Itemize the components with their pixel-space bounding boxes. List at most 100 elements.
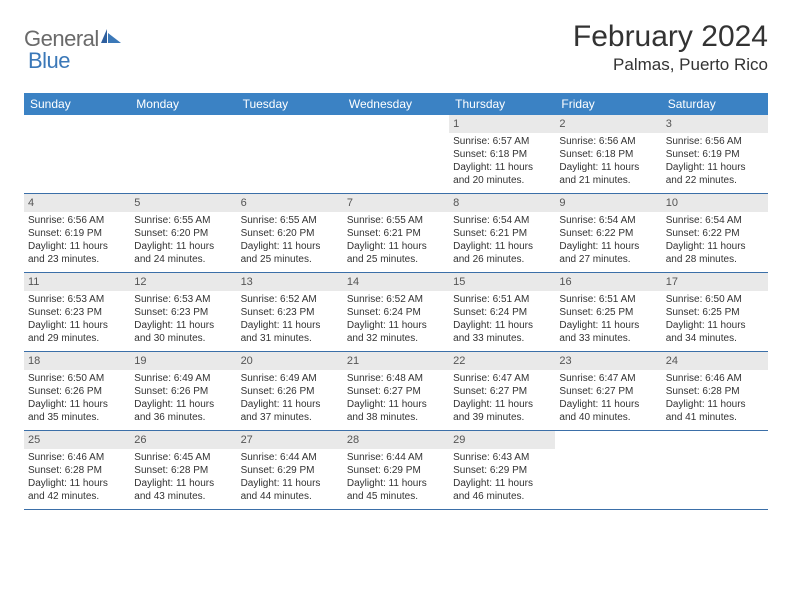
day-details: Sunrise: 6:43 AMSunset: 6:29 PMDaylight:… xyxy=(449,449,555,507)
day-details: Sunrise: 6:53 AMSunset: 6:23 PMDaylight:… xyxy=(130,291,236,349)
calendar-cell: 2Sunrise: 6:56 AMSunset: 6:18 PMDaylight… xyxy=(555,115,661,193)
month-title: February 2024 xyxy=(573,20,768,53)
day-details: Sunrise: 6:53 AMSunset: 6:23 PMDaylight:… xyxy=(24,291,130,349)
day-number: 23 xyxy=(555,352,661,370)
day-number: 29 xyxy=(449,431,555,449)
day-header: Sunday xyxy=(24,93,130,115)
day-details: Sunrise: 6:50 AMSunset: 6:26 PMDaylight:… xyxy=(24,370,130,428)
day-header: Friday xyxy=(555,93,661,115)
day-details: Sunrise: 6:49 AMSunset: 6:26 PMDaylight:… xyxy=(130,370,236,428)
calendar-cell: 27Sunrise: 6:44 AMSunset: 6:29 PMDayligh… xyxy=(237,431,343,509)
day-number xyxy=(555,431,661,449)
week-row: 25Sunrise: 6:46 AMSunset: 6:28 PMDayligh… xyxy=(24,431,768,510)
day-header: Wednesday xyxy=(343,93,449,115)
calendar-cell: 12Sunrise: 6:53 AMSunset: 6:23 PMDayligh… xyxy=(130,273,236,351)
location: Palmas, Puerto Rico xyxy=(573,55,768,75)
day-details: Sunrise: 6:47 AMSunset: 6:27 PMDaylight:… xyxy=(555,370,661,428)
day-header: Monday xyxy=(130,93,236,115)
day-details: Sunrise: 6:55 AMSunset: 6:20 PMDaylight:… xyxy=(237,212,343,270)
day-number: 14 xyxy=(343,273,449,291)
header: General February 2024 Palmas, Puerto Ric… xyxy=(24,20,768,75)
calendar-cell xyxy=(343,115,449,193)
day-details: Sunrise: 6:47 AMSunset: 6:27 PMDaylight:… xyxy=(449,370,555,428)
calendar-cell: 16Sunrise: 6:51 AMSunset: 6:25 PMDayligh… xyxy=(555,273,661,351)
day-details: Sunrise: 6:56 AMSunset: 6:18 PMDaylight:… xyxy=(555,133,661,191)
day-details: Sunrise: 6:56 AMSunset: 6:19 PMDaylight:… xyxy=(662,133,768,191)
logo-text-blue: Blue xyxy=(28,48,70,73)
calendar-cell: 19Sunrise: 6:49 AMSunset: 6:26 PMDayligh… xyxy=(130,352,236,430)
day-details: Sunrise: 6:51 AMSunset: 6:24 PMDaylight:… xyxy=(449,291,555,349)
calendar-cell: 1Sunrise: 6:57 AMSunset: 6:18 PMDaylight… xyxy=(449,115,555,193)
day-number: 22 xyxy=(449,352,555,370)
calendar-cell: 28Sunrise: 6:44 AMSunset: 6:29 PMDayligh… xyxy=(343,431,449,509)
day-details: Sunrise: 6:44 AMSunset: 6:29 PMDaylight:… xyxy=(343,449,449,507)
calendar-cell: 14Sunrise: 6:52 AMSunset: 6:24 PMDayligh… xyxy=(343,273,449,351)
calendar-cell: 23Sunrise: 6:47 AMSunset: 6:27 PMDayligh… xyxy=(555,352,661,430)
day-number: 11 xyxy=(24,273,130,291)
calendar-cell: 8Sunrise: 6:54 AMSunset: 6:21 PMDaylight… xyxy=(449,194,555,272)
calendar-cell: 24Sunrise: 6:46 AMSunset: 6:28 PMDayligh… xyxy=(662,352,768,430)
calendar-cell: 22Sunrise: 6:47 AMSunset: 6:27 PMDayligh… xyxy=(449,352,555,430)
day-details: Sunrise: 6:51 AMSunset: 6:25 PMDaylight:… xyxy=(555,291,661,349)
calendar-cell xyxy=(24,115,130,193)
day-number xyxy=(343,115,449,133)
day-number: 6 xyxy=(237,194,343,212)
day-number xyxy=(24,115,130,133)
calendar-cell xyxy=(555,431,661,509)
day-number: 12 xyxy=(130,273,236,291)
day-number: 16 xyxy=(555,273,661,291)
day-number: 2 xyxy=(555,115,661,133)
day-number: 28 xyxy=(343,431,449,449)
calendar-cell: 15Sunrise: 6:51 AMSunset: 6:24 PMDayligh… xyxy=(449,273,555,351)
day-number: 26 xyxy=(130,431,236,449)
calendar-cell: 9Sunrise: 6:54 AMSunset: 6:22 PMDaylight… xyxy=(555,194,661,272)
calendar-cell: 3Sunrise: 6:56 AMSunset: 6:19 PMDaylight… xyxy=(662,115,768,193)
day-number: 3 xyxy=(662,115,768,133)
day-header: Saturday xyxy=(662,93,768,115)
calendar-cell xyxy=(130,115,236,193)
calendar-cell: 7Sunrise: 6:55 AMSunset: 6:21 PMDaylight… xyxy=(343,194,449,272)
day-details: Sunrise: 6:45 AMSunset: 6:28 PMDaylight:… xyxy=(130,449,236,507)
day-number: 13 xyxy=(237,273,343,291)
day-details: Sunrise: 6:54 AMSunset: 6:21 PMDaylight:… xyxy=(449,212,555,270)
calendar-cell xyxy=(237,115,343,193)
day-number: 9 xyxy=(555,194,661,212)
day-number xyxy=(237,115,343,133)
title-block: February 2024 Palmas, Puerto Rico xyxy=(573,20,768,75)
calendar-cell: 21Sunrise: 6:48 AMSunset: 6:27 PMDayligh… xyxy=(343,352,449,430)
day-header: Thursday xyxy=(449,93,555,115)
day-number: 5 xyxy=(130,194,236,212)
day-number: 7 xyxy=(343,194,449,212)
day-header: Tuesday xyxy=(237,93,343,115)
day-details: Sunrise: 6:54 AMSunset: 6:22 PMDaylight:… xyxy=(555,212,661,270)
day-number: 8 xyxy=(449,194,555,212)
day-number: 20 xyxy=(237,352,343,370)
calendar-cell: 11Sunrise: 6:53 AMSunset: 6:23 PMDayligh… xyxy=(24,273,130,351)
calendar-cell: 29Sunrise: 6:43 AMSunset: 6:29 PMDayligh… xyxy=(449,431,555,509)
logo-mark-icon xyxy=(101,29,121,43)
calendar-cell: 17Sunrise: 6:50 AMSunset: 6:25 PMDayligh… xyxy=(662,273,768,351)
day-details: Sunrise: 6:46 AMSunset: 6:28 PMDaylight:… xyxy=(662,370,768,428)
calendar: SundayMondayTuesdayWednesdayThursdayFrid… xyxy=(24,93,768,510)
calendar-cell: 10Sunrise: 6:54 AMSunset: 6:22 PMDayligh… xyxy=(662,194,768,272)
logo-blue-wrap: Blue xyxy=(28,48,70,74)
day-number: 10 xyxy=(662,194,768,212)
week-row: 1Sunrise: 6:57 AMSunset: 6:18 PMDaylight… xyxy=(24,115,768,194)
day-number: 1 xyxy=(449,115,555,133)
day-details: Sunrise: 6:49 AMSunset: 6:26 PMDaylight:… xyxy=(237,370,343,428)
day-number: 21 xyxy=(343,352,449,370)
day-details: Sunrise: 6:46 AMSunset: 6:28 PMDaylight:… xyxy=(24,449,130,507)
day-number: 24 xyxy=(662,352,768,370)
day-number: 18 xyxy=(24,352,130,370)
day-number: 4 xyxy=(24,194,130,212)
week-row: 18Sunrise: 6:50 AMSunset: 6:26 PMDayligh… xyxy=(24,352,768,431)
calendar-cell: 18Sunrise: 6:50 AMSunset: 6:26 PMDayligh… xyxy=(24,352,130,430)
day-details: Sunrise: 6:50 AMSunset: 6:25 PMDaylight:… xyxy=(662,291,768,349)
calendar-cell: 6Sunrise: 6:55 AMSunset: 6:20 PMDaylight… xyxy=(237,194,343,272)
day-details: Sunrise: 6:54 AMSunset: 6:22 PMDaylight:… xyxy=(662,212,768,270)
week-row: 4Sunrise: 6:56 AMSunset: 6:19 PMDaylight… xyxy=(24,194,768,273)
weeks: 1Sunrise: 6:57 AMSunset: 6:18 PMDaylight… xyxy=(24,115,768,510)
day-details: Sunrise: 6:57 AMSunset: 6:18 PMDaylight:… xyxy=(449,133,555,191)
day-details: Sunrise: 6:52 AMSunset: 6:23 PMDaylight:… xyxy=(237,291,343,349)
day-number: 19 xyxy=(130,352,236,370)
